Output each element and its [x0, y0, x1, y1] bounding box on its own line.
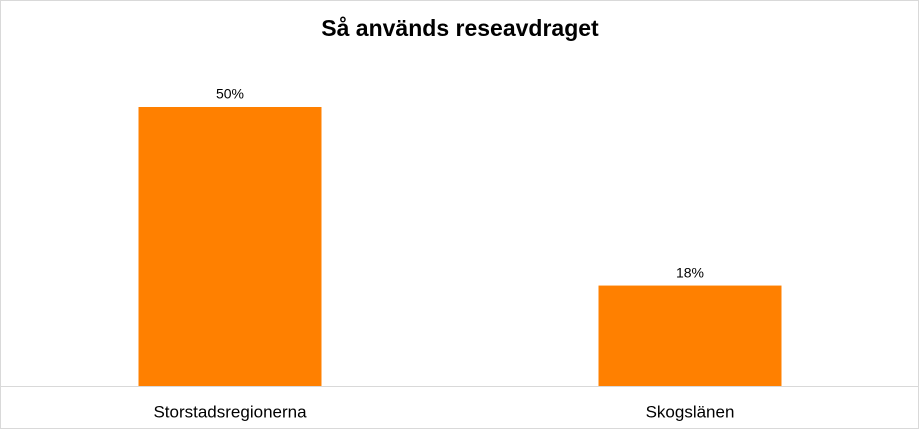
x-tick-label: Storstadsregionerna — [153, 402, 307, 421]
value-label: 18% — [676, 264, 704, 280]
bar — [598, 285, 782, 386]
bar — [138, 107, 322, 386]
chart-title: Så används reseavdraget — [321, 15, 599, 41]
value-label: 50% — [216, 86, 244, 102]
x-tick-label: Skogslänen — [646, 402, 735, 421]
